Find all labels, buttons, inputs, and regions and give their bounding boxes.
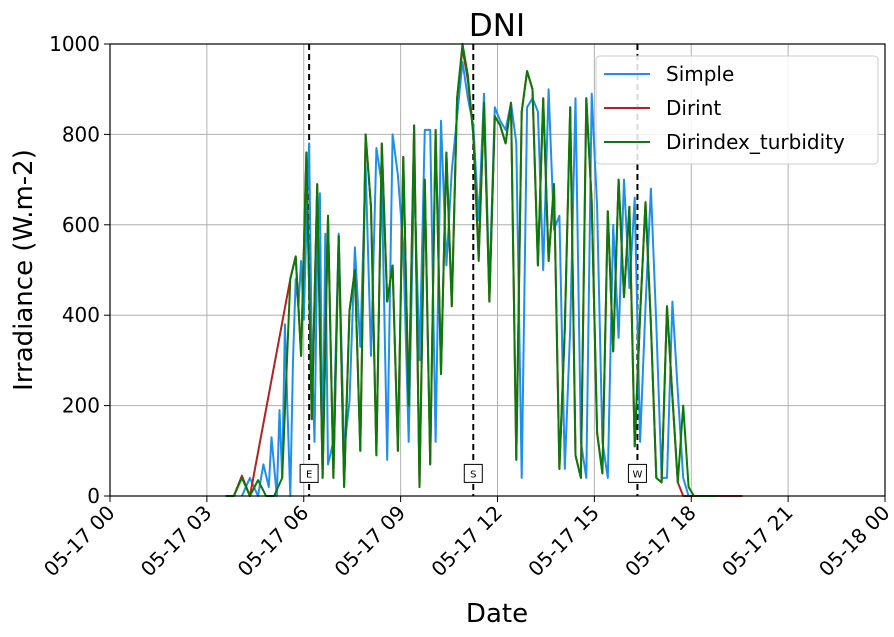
series-line-dirindex_turbidity	[225, 43, 719, 497]
y-axis-label: Irradiance (W.m-2)	[9, 149, 39, 391]
marker-box-e	[299, 463, 319, 483]
legend-box	[595, 55, 879, 165]
marker-box-s	[463, 463, 483, 483]
marker-label-e: E	[306, 469, 312, 480]
y-tick-label: 0	[87, 484, 100, 508]
series-lines	[225, 43, 743, 497]
series-line-simple	[240, 61, 724, 497]
y-tick-label: 200	[62, 394, 100, 418]
marker-label-w: W	[632, 469, 642, 480]
legend: Simple Dirint Dirindex_turbidity	[595, 55, 879, 165]
y-tick-label: 1000	[49, 32, 100, 56]
marker-box-w	[627, 463, 647, 483]
chart-title: DNI	[469, 8, 525, 44]
y-tick-label: 400	[62, 303, 100, 327]
legend-label: Dirint	[666, 96, 721, 120]
marker-label-s: S	[470, 469, 476, 480]
legend-label: Simple	[666, 62, 734, 86]
y-tick-label: 600	[62, 213, 100, 237]
legend-label: Dirindex_turbidity	[666, 130, 845, 154]
y-axis-ticks: 0 200 400 600 800 1000	[49, 32, 110, 508]
x-axis-label: Date	[466, 599, 528, 629]
y-tick-label: 800	[62, 122, 100, 146]
